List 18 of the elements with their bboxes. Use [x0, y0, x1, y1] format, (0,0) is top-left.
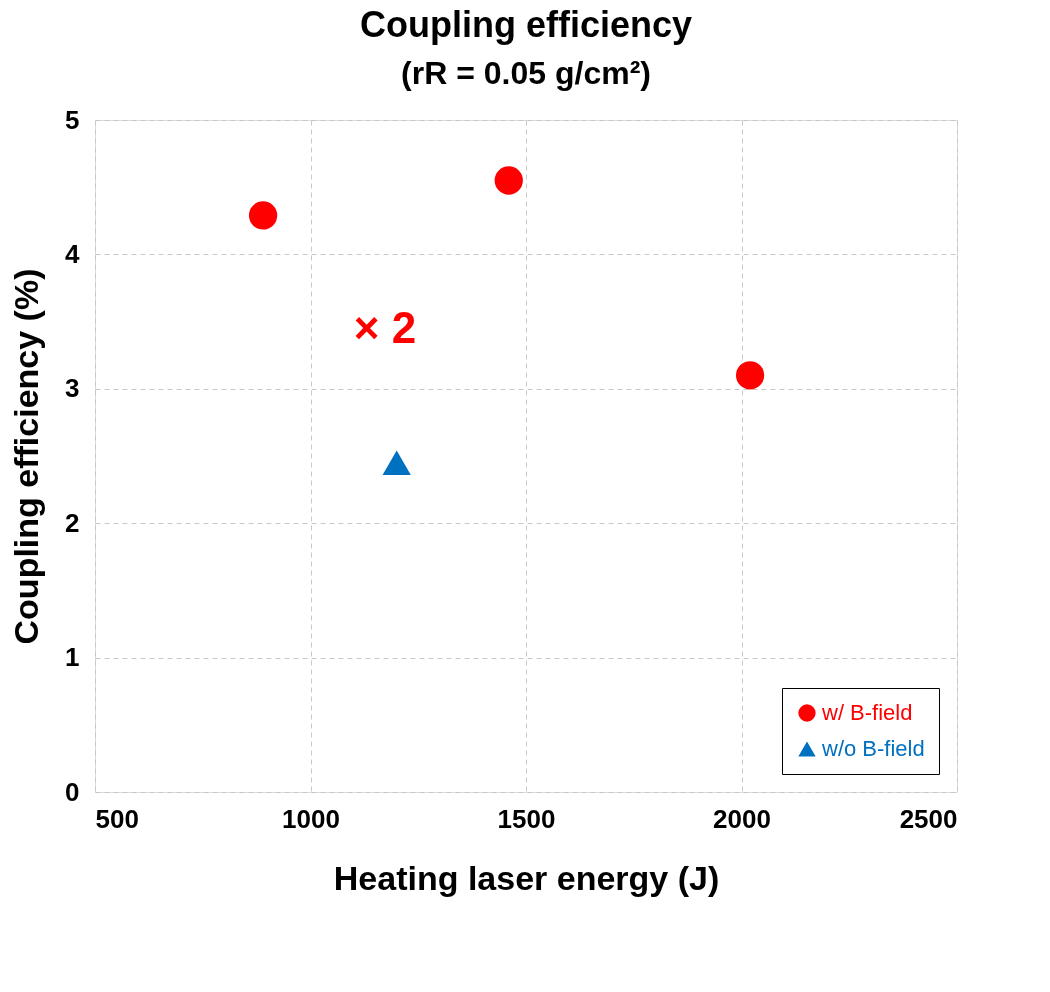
annotation: × 2 [353, 303, 417, 352]
y-tick-label: 0 [65, 776, 80, 807]
chart-subtitle: (rR = 0.05 g/cm²) [401, 55, 651, 91]
legend-label: w/o B-field [821, 736, 925, 761]
legend-label: w/ B-field [821, 700, 913, 725]
x-tick-label: 1500 [497, 803, 556, 834]
chart-title: Coupling efficiency [359, 4, 693, 45]
y-axis-title: Coupling efficiency (%) [7, 268, 46, 645]
y-tick-label: 2 [65, 507, 80, 538]
x-tick-label: 500 [95, 803, 139, 834]
x-axis-title: Heating laser energy (J) [333, 858, 720, 897]
x-tick-label: 2000 [713, 803, 771, 834]
x-tick-label: 2500 [899, 803, 958, 834]
y-tick-label: 3 [65, 373, 80, 404]
y-tick-label: 4 [65, 238, 81, 269]
y-tick-label: 1 [65, 642, 80, 673]
y-tick-label: 5 [65, 104, 80, 135]
x-tick-label: 1000 [282, 803, 340, 834]
